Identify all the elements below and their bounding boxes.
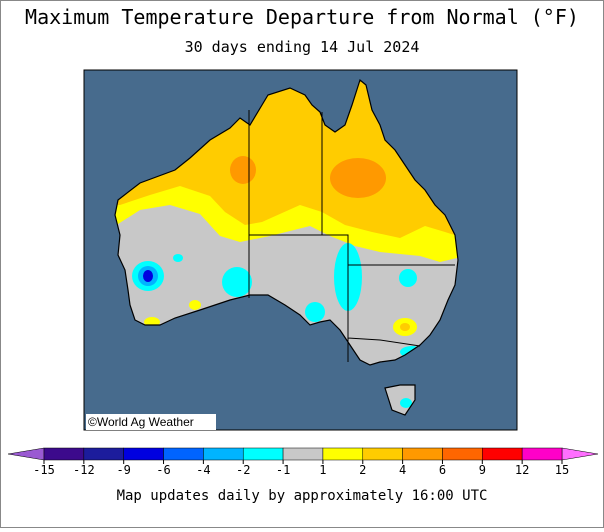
tick-label: -12	[73, 463, 95, 477]
coastline	[114, 78, 459, 416]
footer: Map updates daily by approximately 16:00…	[117, 488, 488, 504]
map: ©World Ag Weather	[83, 69, 518, 431]
color-segment	[163, 447, 204, 461]
tick-label: 6	[439, 463, 446, 477]
tick-label: 2	[359, 463, 366, 477]
tick-label: 9	[479, 463, 486, 477]
legend: -15 -12 -9 -6 -4 -2 -1 1 2 4 6 9 12 15	[7, 447, 599, 477]
subtitle: 30 days ending 14 Jul 2024	[185, 38, 420, 56]
color-segment	[482, 447, 523, 461]
color-segment	[83, 447, 124, 461]
tick-label: -9	[116, 463, 130, 477]
title: Maximum Temperature Departure from Norma…	[25, 5, 579, 29]
tick-label: -6	[156, 463, 170, 477]
tick-label: 4	[399, 463, 406, 477]
color-segment	[362, 447, 403, 461]
color-segment	[282, 447, 324, 461]
color-segment	[123, 447, 164, 461]
state-borders	[248, 110, 455, 362]
tick-label: -2	[236, 463, 250, 477]
color-segment	[402, 447, 443, 461]
tick-label: -15	[33, 463, 55, 477]
color-segment	[203, 447, 244, 461]
tick-label: 15	[555, 463, 569, 477]
color-segment	[43, 447, 85, 461]
tick-label: 1	[319, 463, 326, 477]
credit: ©World Ag Weather	[88, 415, 194, 429]
tick-label: 12	[515, 463, 529, 477]
color-segment	[242, 447, 284, 461]
credit-box	[86, 414, 216, 430]
color-segment	[521, 447, 563, 461]
color-segment	[442, 447, 483, 461]
tick-label: -4	[196, 463, 210, 477]
color-segment	[322, 447, 364, 461]
tick-label: -1	[276, 463, 290, 477]
